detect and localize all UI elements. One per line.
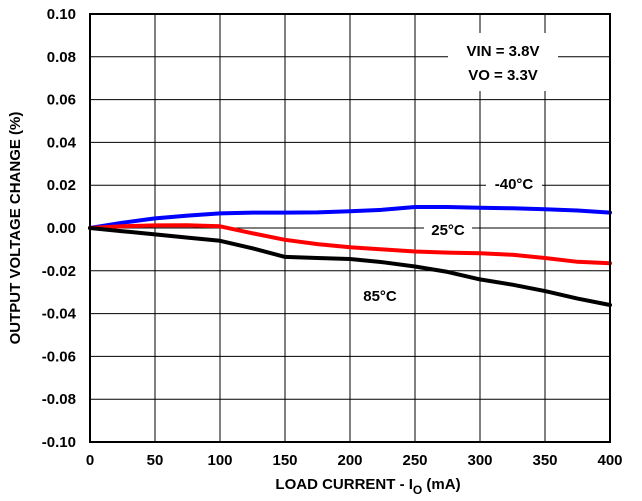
y-tick-label-0: 0.10 <box>47 6 76 23</box>
y-tick-label-5: 0.00 <box>47 220 76 237</box>
x-tick-label-7: 350 <box>532 452 557 469</box>
series-label-25: 25°C <box>431 222 465 239</box>
label-bg-25 <box>424 218 472 240</box>
x-tick-label-6: 300 <box>467 452 492 469</box>
x-tick-labels: 0 50 100 150 200 250 300 350 400 <box>86 452 623 469</box>
x-tick-label-2: 100 <box>207 452 232 469</box>
series-label-85: 85°C <box>363 288 397 305</box>
y-tick-labels: 0.10 0.08 0.06 0.04 0.02 0.00 -0.02 -0.04 -0.06 -… <box>42 6 77 451</box>
x-tick-label-3: 150 <box>272 452 297 469</box>
y-tick-label-10: -0.10 <box>42 434 76 451</box>
x-axis-title-tail: (mA) <box>422 476 460 493</box>
series-line-1 <box>88 223 612 266</box>
plot-frame <box>89 13 611 443</box>
vo-annotation: VO = 3.3V <box>468 67 538 84</box>
y-tick-label-9: -0.08 <box>42 391 76 408</box>
x-axis-title-main: LOAD CURRENT - I <box>275 476 413 493</box>
x-tick-label-5: 250 <box>402 452 427 469</box>
y-tick-label-4: 0.02 <box>47 177 76 194</box>
y-tick-label-1: 0.08 <box>47 49 76 66</box>
y-axis-title: OUTPUT VOLTAGE CHANGE (%) <box>7 112 24 345</box>
y-tick-label-8: -0.06 <box>42 348 76 365</box>
series-line-0 <box>88 205 612 230</box>
x-axis-title: LOAD CURRENT - IO (mA) <box>275 476 460 497</box>
grid <box>90 14 610 442</box>
y-tick-label-7: -0.04 <box>42 306 77 323</box>
y-tick-label-6: -0.02 <box>42 263 76 280</box>
y-tick-label-3: 0.04 <box>47 134 77 151</box>
x-tick-label-8: 400 <box>597 452 622 469</box>
vin-annotation: VIN = 3.8V <box>467 43 540 60</box>
series-label-minus40: -40°C <box>495 176 534 193</box>
series-line-2 <box>88 226 612 307</box>
x-axis-title-sub: O <box>413 483 422 497</box>
x-tick-label-1: 50 <box>147 452 164 469</box>
series-lines <box>88 205 612 307</box>
annotation-box <box>448 33 558 91</box>
x-tick-label-4: 200 <box>337 452 362 469</box>
x-tick-label-0: 0 <box>86 452 94 469</box>
label-bg-minus40 <box>486 172 542 194</box>
y-tick-label-2: 0.06 <box>47 92 76 109</box>
